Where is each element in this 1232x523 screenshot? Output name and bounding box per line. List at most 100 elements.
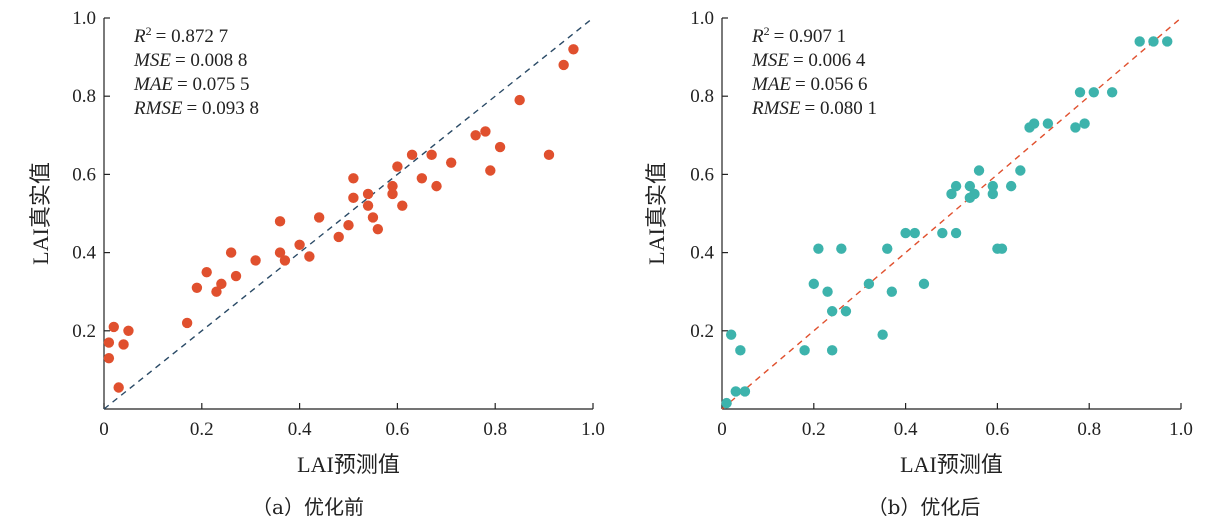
- y-tick-label: 1.0: [690, 8, 714, 29]
- stat-r: R2 = 0.907 1: [751, 24, 846, 47]
- data-point: [108, 321, 119, 333]
- stat-value: = 0.872 7: [156, 26, 228, 47]
- x-tick-label: 0.2: [190, 419, 214, 440]
- data-point: [886, 286, 898, 297]
- stat-superscript: 2: [146, 24, 152, 38]
- data-point: [294, 239, 305, 250]
- stat-name: R: [751, 26, 764, 47]
- stat-mae: MAE = 0.056 6: [751, 74, 868, 95]
- data-point: [1042, 118, 1054, 129]
- data-point: [1005, 180, 1017, 192]
- data-point: [863, 278, 875, 290]
- data-point: [362, 200, 374, 211]
- data-point: [826, 306, 838, 317]
- data-point: [113, 382, 124, 393]
- stat-value: = 0.056 6: [795, 74, 867, 95]
- stat-name: RMSE: [751, 98, 801, 119]
- data-point: [987, 188, 999, 200]
- x-tick-label: 0: [99, 419, 109, 440]
- data-point: [813, 243, 824, 254]
- data-point: [730, 386, 741, 397]
- data-point: [201, 266, 212, 278]
- data-point: [840, 306, 852, 317]
- data-point: [348, 173, 359, 184]
- data-point: [882, 243, 893, 254]
- y-axis-label: LAI真实值: [644, 162, 669, 265]
- stat-name: MAE: [133, 74, 173, 95]
- data-point: [1106, 87, 1118, 98]
- data-point: [181, 317, 193, 329]
- x-tick-label: 0.4: [288, 419, 312, 440]
- data-point: [1079, 118, 1090, 129]
- stat-r: R2 = 0.872 7: [133, 24, 228, 47]
- x-axis-label: LAI预测值: [297, 452, 400, 477]
- data-point: [304, 251, 315, 262]
- data-point: [514, 94, 525, 106]
- data-point: [103, 337, 115, 348]
- data-point: [426, 149, 437, 161]
- data-point: [877, 329, 888, 340]
- chart-panel-a: 0 0.2 0.4 0.6 0.8 1.0 0.2 0.4 0.6 0.8 1.0 LAI预测值 LAI…: [28, 8, 605, 519]
- data-point: [1088, 87, 1099, 98]
- stat-rmse: RMSE = 0.093 8: [133, 98, 259, 119]
- data-point: [250, 255, 261, 266]
- data-point: [996, 243, 1008, 254]
- data-point: [808, 278, 819, 290]
- data-point: [118, 339, 129, 350]
- stat-value: = 0.080 1: [805, 98, 877, 119]
- data-point: [480, 126, 491, 137]
- stat-mse: MSE = 0.006 4: [751, 50, 866, 71]
- x-tick-label: 0.4: [894, 419, 918, 440]
- data-point: [348, 192, 359, 204]
- data-point: [1015, 165, 1026, 176]
- data-point: [274, 247, 286, 258]
- data-point: [431, 180, 442, 192]
- data-point: [485, 165, 496, 176]
- chart-panel-b: 0 0.2 0.4 0.6 0.8 1.0 0.2 0.4 0.6 0.8 1.0 LAI预测值 LAI…: [616, 0, 1232, 523]
- data-point: [387, 188, 398, 200]
- y-tick-label: 0.2: [72, 321, 96, 342]
- data-point: [445, 157, 457, 168]
- data-point: [387, 180, 398, 192]
- stat-value: = 0.075 5: [177, 74, 249, 95]
- stat-superscript: 2: [764, 24, 770, 38]
- data-point: [397, 200, 408, 211]
- y-axis-label: LAI真实值: [28, 162, 53, 265]
- data-point: [725, 329, 737, 340]
- stat-rmse: RMSE = 0.080 1: [751, 98, 877, 119]
- data-point: [987, 180, 999, 192]
- data-point: [123, 325, 134, 336]
- y-tick-label: 0.6: [72, 164, 96, 185]
- stat-name: R: [133, 26, 146, 47]
- stat-value: = 0.008 8: [175, 50, 247, 71]
- y-tick-label: 0.4: [72, 243, 96, 264]
- stat-name: MSE: [751, 50, 789, 71]
- stat-name: RMSE: [133, 98, 183, 119]
- stat-value: = 0.907 1: [774, 26, 846, 47]
- data-point: [973, 165, 985, 176]
- data-point: [558, 59, 569, 71]
- data-point: [568, 44, 579, 55]
- data-point: [1134, 36, 1145, 47]
- data-point: [969, 188, 980, 200]
- x-tick-label: 0.6: [986, 419, 1010, 440]
- stat-value: = 0.093 8: [187, 98, 259, 119]
- data-point: [274, 216, 286, 227]
- data-point: [1162, 36, 1173, 47]
- data-point: [362, 188, 374, 200]
- data-point: [950, 180, 962, 192]
- stat-name: MSE: [133, 50, 171, 71]
- data-point: [721, 397, 732, 409]
- panel-caption-a: （a）优化前: [252, 495, 364, 519]
- y-tick-label: 0.2: [690, 321, 714, 342]
- data-point: [543, 149, 555, 161]
- data-point: [103, 352, 115, 364]
- reference-line: [721, 17, 1182, 410]
- data-point: [392, 161, 403, 172]
- y-tick-label: 0.4: [690, 243, 714, 264]
- data-point: [900, 227, 911, 239]
- data-point: [799, 345, 810, 356]
- data-point: [826, 345, 838, 356]
- x-tick-label: 1.0: [1169, 419, 1193, 440]
- y-tick-label: 0.6: [690, 164, 714, 185]
